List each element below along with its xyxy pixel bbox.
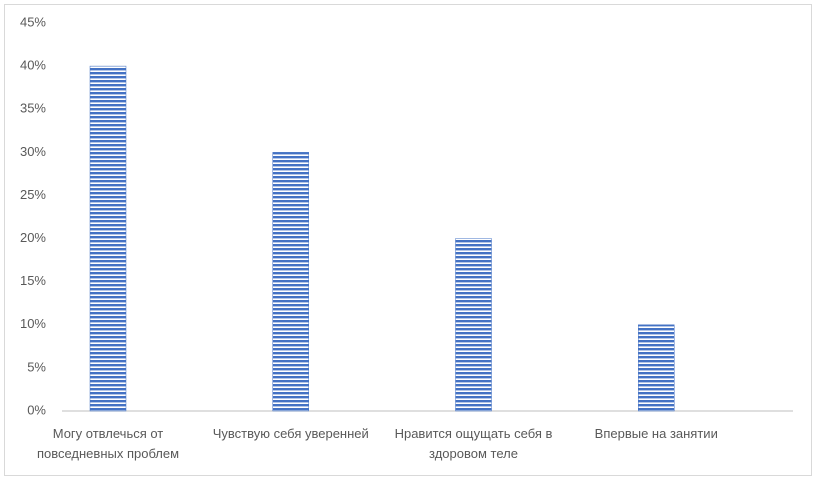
y-tick-label: 0% bbox=[27, 402, 46, 417]
chart-border bbox=[4, 4, 812, 476]
y-tick-label: 25% bbox=[20, 187, 46, 202]
y-tick-label: 20% bbox=[20, 230, 46, 245]
x-tick-label: Чувствую себя уверенней bbox=[212, 426, 369, 441]
bar bbox=[272, 152, 309, 412]
y-tick-label: 5% bbox=[27, 359, 46, 374]
bar bbox=[89, 65, 127, 412]
x-tick-label: Могу отвлечься от повседневных проблем bbox=[36, 426, 180, 461]
y-tick-label: 40% bbox=[20, 58, 46, 73]
y-tick-label: 10% bbox=[20, 316, 46, 331]
bar bbox=[638, 324, 675, 412]
y-tick-label: 35% bbox=[20, 101, 46, 116]
y-tick-label: 45% bbox=[20, 14, 46, 29]
y-tick-label: 15% bbox=[20, 273, 46, 288]
x-tick-label: Впервые на занятии bbox=[594, 426, 718, 441]
y-tick-label: 30% bbox=[20, 144, 46, 159]
x-tick-label: Нравится ощущать себя в здоровом теле bbox=[394, 426, 553, 461]
bar bbox=[455, 238, 492, 412]
